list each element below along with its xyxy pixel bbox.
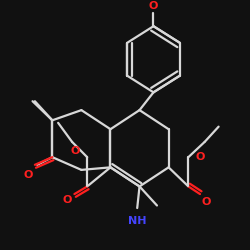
Text: O: O [23,170,32,180]
Text: O: O [195,152,205,162]
Text: O: O [71,146,80,156]
Text: O: O [149,1,158,11]
Text: NH: NH [128,216,146,226]
Text: O: O [63,196,72,205]
Text: O: O [201,197,210,207]
